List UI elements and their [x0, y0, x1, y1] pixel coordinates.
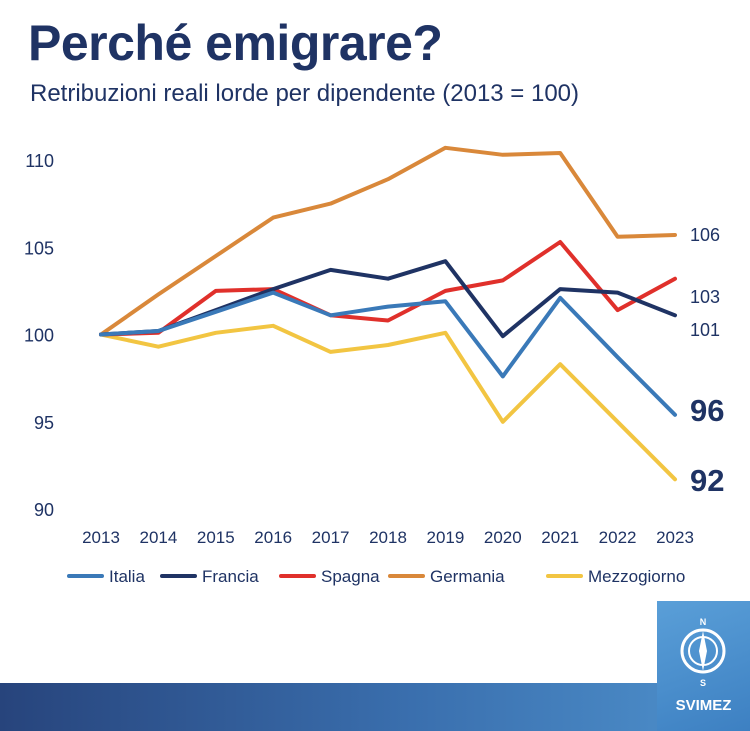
end-value-label: 103: [690, 287, 720, 307]
x-tick-label: 2022: [599, 528, 637, 547]
legend-label: Francia: [202, 567, 259, 586]
y-tick-label: 105: [24, 238, 54, 258]
compass-letter-n: N: [700, 617, 707, 627]
x-tick-label: 2023: [656, 528, 694, 547]
series-line-mezzogiorno: [99, 323, 677, 482]
x-tick-label: 2021: [541, 528, 579, 547]
x-tick-label: 2016: [254, 528, 292, 547]
legend-label: Mezzogiorno: [588, 567, 685, 586]
x-tick-label: 2013: [82, 528, 120, 547]
x-tick-label: 2014: [139, 528, 177, 547]
chart-subtitle: Retribuzioni reali lorde per dipendente …: [30, 80, 580, 107]
end-value-label: 96: [690, 393, 724, 428]
x-tick-label: 2020: [484, 528, 522, 547]
line-chart: 90 95 100 105 110 2013 2014 2015 2016 2017 2018 201…: [24, 145, 724, 586]
footer-band: [0, 683, 750, 731]
x-tick-label: 2017: [312, 528, 350, 547]
end-value-label: 101: [690, 320, 720, 340]
logo-text: SVIMEZ: [675, 697, 732, 714]
y-tick-label: 100: [24, 326, 54, 346]
end-value-label: 92: [690, 463, 724, 498]
x-tick-label: 2019: [426, 528, 464, 547]
series-line-spagna: [99, 240, 677, 337]
legend-label: Spagna: [321, 567, 380, 586]
x-tick-label: 2018: [369, 528, 407, 547]
x-tick-label: 2015: [197, 528, 235, 547]
page-title: Perché emigrare?: [28, 15, 443, 71]
series-line-italia: [99, 290, 677, 417]
compass-letter-s: S: [700, 678, 706, 688]
y-tick-label: 110: [25, 151, 54, 171]
series-line-germania: [99, 145, 677, 337]
legend-label: Germania: [430, 567, 505, 586]
legend-label: Italia: [109, 567, 145, 586]
y-tick-label: 95: [34, 413, 54, 433]
svimez-logo-panel: N S SVIMEZ: [657, 601, 750, 731]
compass-icon: N S: [680, 617, 726, 688]
y-tick-label: 90: [34, 500, 54, 520]
end-value-label: 106: [690, 225, 720, 245]
